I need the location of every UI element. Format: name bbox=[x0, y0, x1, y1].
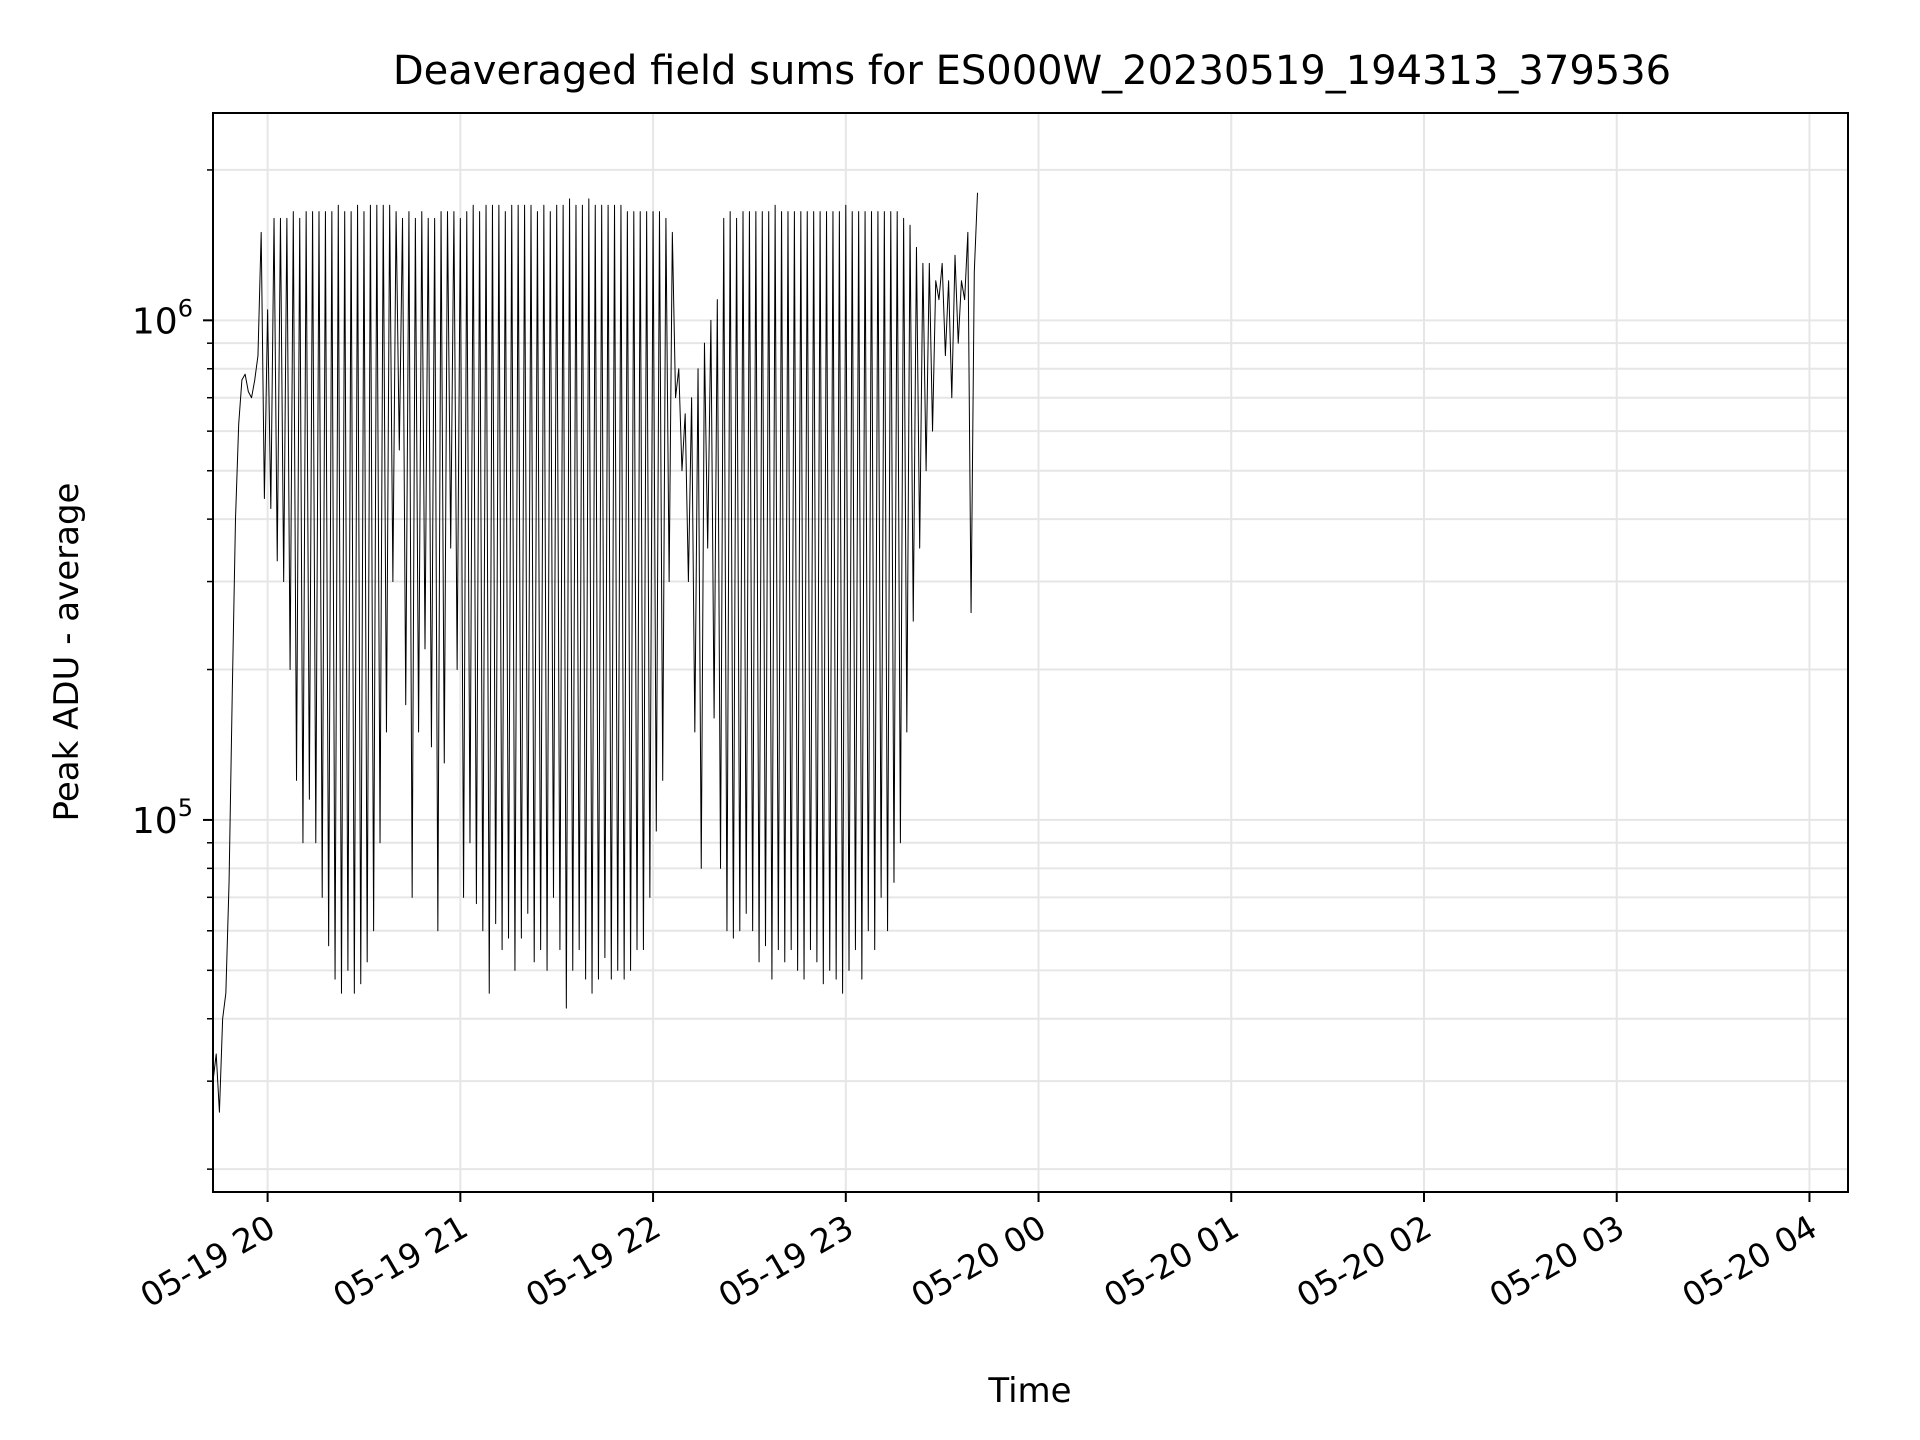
y-tick-label: 105 bbox=[132, 794, 193, 842]
y-tick-label: 106 bbox=[132, 294, 193, 342]
grid bbox=[213, 113, 1848, 1192]
plot-area: 05-19 20 05-19 21 05-19 22 05-19 23 05-20 00… bbox=[132, 112, 1849, 1315]
y-axis: 105 106 bbox=[132, 169, 213, 1170]
x-axis-label: Time bbox=[987, 1371, 1071, 1411]
plot-background bbox=[213, 113, 1848, 1192]
y-axis-label: Peak ADU - average bbox=[47, 483, 87, 822]
series-line bbox=[212, 192, 978, 1113]
plot-frame bbox=[212, 112, 1849, 1193]
chart-title: Deaveraged field sums for ES000W_2023051… bbox=[393, 48, 1671, 94]
series-group bbox=[212, 192, 978, 1113]
